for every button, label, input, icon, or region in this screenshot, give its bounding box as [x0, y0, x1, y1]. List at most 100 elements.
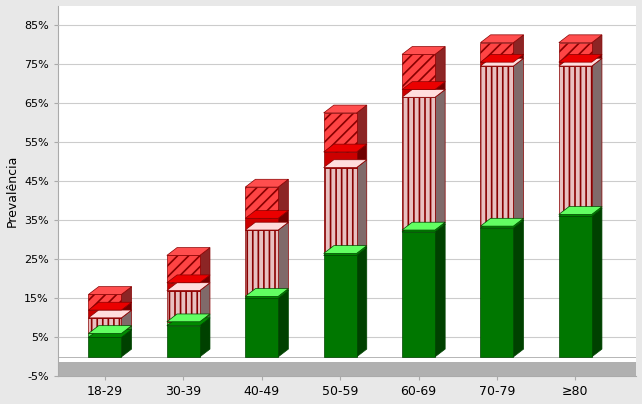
- Bar: [324, 168, 356, 253]
- Bar: [402, 90, 435, 97]
- Bar: [324, 255, 356, 357]
- Polygon shape: [402, 224, 445, 232]
- Polygon shape: [89, 302, 132, 310]
- Polygon shape: [435, 46, 445, 90]
- Polygon shape: [356, 246, 367, 255]
- Polygon shape: [514, 55, 524, 66]
- Bar: [324, 113, 356, 152]
- Polygon shape: [89, 330, 132, 337]
- Polygon shape: [559, 58, 602, 66]
- Bar: [245, 298, 278, 357]
- Bar: [480, 226, 514, 228]
- Polygon shape: [89, 286, 132, 295]
- Polygon shape: [121, 330, 132, 357]
- Bar: [245, 297, 278, 298]
- Polygon shape: [278, 288, 288, 298]
- Polygon shape: [167, 275, 210, 283]
- Polygon shape: [324, 246, 367, 253]
- Bar: [402, 55, 435, 90]
- Polygon shape: [592, 58, 602, 215]
- Bar: [402, 232, 435, 357]
- Bar: [402, 97, 435, 230]
- Polygon shape: [200, 318, 210, 357]
- Polygon shape: [435, 82, 445, 97]
- Polygon shape: [324, 144, 367, 152]
- Bar: [559, 43, 592, 62]
- Bar: [245, 230, 278, 297]
- Polygon shape: [121, 302, 132, 318]
- Bar: [167, 290, 200, 322]
- Polygon shape: [514, 218, 524, 228]
- Polygon shape: [559, 208, 602, 217]
- Polygon shape: [480, 218, 524, 226]
- Polygon shape: [514, 220, 524, 357]
- Bar: [245, 187, 278, 218]
- Polygon shape: [435, 224, 445, 357]
- Polygon shape: [278, 222, 288, 297]
- Polygon shape: [245, 290, 288, 298]
- Polygon shape: [514, 58, 524, 226]
- Bar: [559, 62, 592, 66]
- Bar: [89, 337, 121, 357]
- Polygon shape: [592, 208, 602, 357]
- Polygon shape: [200, 314, 210, 326]
- Polygon shape: [89, 326, 132, 333]
- Polygon shape: [559, 55, 602, 62]
- Polygon shape: [592, 206, 602, 217]
- Polygon shape: [324, 248, 367, 255]
- Polygon shape: [402, 222, 445, 230]
- Polygon shape: [278, 179, 288, 218]
- Polygon shape: [402, 82, 445, 90]
- Polygon shape: [245, 222, 288, 230]
- Polygon shape: [167, 314, 210, 322]
- Polygon shape: [278, 290, 288, 357]
- Bar: [480, 66, 514, 226]
- Polygon shape: [592, 55, 602, 66]
- Bar: [167, 283, 200, 290]
- Bar: [50, 362, 640, 377]
- Polygon shape: [200, 283, 210, 322]
- Bar: [480, 62, 514, 66]
- Polygon shape: [324, 160, 367, 168]
- Y-axis label: Prevalência: Prevalência: [6, 155, 19, 227]
- Polygon shape: [245, 210, 288, 218]
- Bar: [245, 218, 278, 230]
- Polygon shape: [480, 35, 524, 43]
- Polygon shape: [402, 90, 445, 97]
- Bar: [89, 310, 121, 318]
- Bar: [167, 326, 200, 357]
- Polygon shape: [592, 35, 602, 62]
- Bar: [324, 253, 356, 255]
- Polygon shape: [121, 310, 132, 333]
- Polygon shape: [559, 35, 602, 43]
- Bar: [559, 215, 592, 217]
- Polygon shape: [480, 220, 524, 228]
- Polygon shape: [356, 144, 367, 168]
- Polygon shape: [278, 210, 288, 230]
- Polygon shape: [435, 90, 445, 230]
- Bar: [167, 322, 200, 326]
- Polygon shape: [480, 58, 524, 66]
- Polygon shape: [167, 248, 210, 255]
- Polygon shape: [324, 105, 367, 113]
- Polygon shape: [121, 286, 132, 310]
- Polygon shape: [167, 283, 210, 290]
- Bar: [559, 66, 592, 215]
- Polygon shape: [121, 326, 132, 337]
- Polygon shape: [356, 160, 367, 253]
- Bar: [167, 255, 200, 283]
- Bar: [480, 43, 514, 62]
- Polygon shape: [200, 248, 210, 283]
- Bar: [480, 228, 514, 357]
- Polygon shape: [435, 222, 445, 232]
- Bar: [89, 295, 121, 310]
- Polygon shape: [480, 55, 524, 62]
- Polygon shape: [89, 310, 132, 318]
- Polygon shape: [402, 46, 445, 55]
- Polygon shape: [356, 105, 367, 152]
- Bar: [89, 318, 121, 333]
- Polygon shape: [356, 248, 367, 357]
- Bar: [559, 217, 592, 357]
- Bar: [402, 230, 435, 232]
- Polygon shape: [245, 288, 288, 297]
